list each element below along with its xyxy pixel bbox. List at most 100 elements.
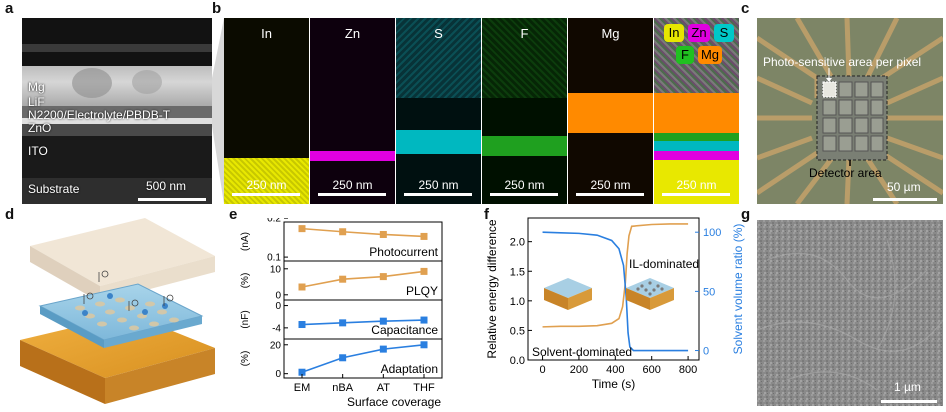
f-y-tick-label: 0.5 [510, 325, 525, 337]
badge-zn: Zn [688, 24, 710, 42]
f-y-tick-label: 2.0 [510, 237, 525, 249]
detector-area-label: Detector area [809, 166, 882, 180]
f-y-tick-label: 1.0 [510, 296, 525, 308]
f-y2-tick-label: 50 [703, 286, 715, 298]
edx-scalebar-in [232, 193, 300, 196]
optic-scale-label: 50 µm [887, 180, 921, 194]
f-series-line [542, 231, 689, 352]
edx-scalebar-mg [576, 193, 644, 196]
edx-map-overlay: In Zn S F Mg 250 nm [654, 18, 739, 204]
panel-letter-c: c [741, 0, 750, 17]
edx-scalebar-zn [318, 193, 386, 196]
e-data-point [420, 316, 428, 324]
edx-title-zn: Zn [344, 26, 361, 41]
layer-label-substrate: Substrate [28, 182, 80, 196]
e-unit-label: (%) [240, 273, 251, 289]
f-y-axis-label: Relative energy difference [485, 219, 499, 359]
f-x-tick-label: 600 [643, 364, 661, 376]
f-series-line [542, 223, 689, 328]
badge-f: F [676, 46, 694, 64]
edx-map-in: In 250 nm [224, 18, 309, 204]
edx-scalebar-s [404, 193, 472, 196]
edx-title-s: S [434, 26, 443, 41]
e-data-point [298, 283, 306, 291]
e-data-point [379, 345, 387, 353]
panel-letter-g: g [741, 206, 751, 223]
photo-sensitive-label: Photo-sensitive area per pixel [763, 55, 922, 69]
e-data-point [298, 225, 306, 233]
tem-scale-label: 500 nm [146, 179, 187, 193]
edx-scale-overlay: 250 nm [676, 178, 717, 192]
edx-title-mg: Mg [601, 26, 620, 41]
tem-scale-bar [138, 198, 206, 201]
edx-title-f: F [520, 26, 529, 41]
sem-scale-label: 1 µm [894, 380, 921, 394]
e-subplot-frame [283, 338, 443, 379]
edx-title-in: In [261, 26, 272, 41]
f-x-tick-label: 0 [539, 364, 545, 376]
e-data-point [379, 317, 387, 325]
f-plot-frame [527, 217, 700, 361]
f-x-tick-label: 400 [606, 364, 624, 376]
badge-mg: Mg [698, 46, 722, 64]
e-y-tick-label: 0 [275, 301, 281, 312]
e-y-tick-label: 0 [275, 369, 281, 380]
panel-letter-b: b [212, 0, 222, 17]
e-y-tick-label: 0.2 [267, 218, 281, 225]
e-x-tick-label: EM [294, 382, 311, 394]
layer-label-active: N2200/Electrolyte/PBDB-T [28, 108, 171, 122]
e-x-tick-label: THF [413, 382, 435, 394]
edx-map-s: S 250 nm [396, 18, 481, 204]
edx-scale-f: 250 nm [504, 178, 545, 192]
e-x-tick-label: nBA [332, 382, 353, 394]
f-annotation-il: IL-dominated [629, 257, 699, 271]
e-data-point [339, 319, 347, 327]
panel-letter-d: d [5, 206, 15, 223]
edx-scale-zn: 250 nm [332, 178, 373, 192]
f-y-tick-label: 1.5 [510, 266, 525, 278]
e-unit-label: (%) [240, 351, 251, 367]
layer-label-zno: ZnO [28, 121, 52, 135]
e-series-line [301, 227, 425, 238]
f-y-tick-label: 0.0 [510, 355, 525, 367]
e-subplot-name: PLQY [406, 284, 438, 298]
f-annotation-solvent: Solvent-dominated [532, 345, 632, 359]
e-data-point [339, 228, 347, 236]
f-y2-tick-label: 100 [703, 227, 721, 239]
e-data-point [298, 321, 306, 329]
e-data-point [420, 267, 428, 275]
f-y2-axis-label: Solvent volume ratio (%) [731, 224, 745, 355]
e-y-tick-label: 0.1 [267, 253, 281, 264]
e-x-tick-label: AT [377, 382, 391, 394]
e-data-point [420, 341, 428, 349]
energy-solvent-chart: 0 200 400 600 800 0.0 0.5 1.0 1.5 2.0 0 50 100 Time (… [485, 217, 745, 391]
edx-scale-mg: 250 nm [590, 178, 631, 192]
e-data-point [379, 273, 387, 281]
inset-solvent-film [544, 278, 592, 310]
optical-micrograph: Photo-sensitive area per pixel Detector … [757, 18, 943, 204]
edx-scale-in: 250 nm [246, 178, 287, 192]
f-x-tick-label: 800 [679, 364, 697, 376]
e-series-line [301, 343, 425, 373]
e-data-point [420, 232, 428, 240]
e-subplot-name: Capacitance [371, 323, 438, 337]
e-series-line [301, 270, 425, 288]
e-y-tick-label: -4 [272, 323, 281, 334]
panel-letter-a: a [5, 0, 14, 17]
e-x-axis-label: Surface coverage [347, 395, 441, 409]
e-series-line [301, 319, 425, 326]
f-x-tick-label: 200 [570, 364, 588, 376]
sem-surface-image: 1 µm [757, 220, 943, 406]
e-y-tick-label: 20 [270, 340, 282, 351]
panel-letter-f: f [484, 206, 489, 223]
e-subplot-name: Photocurrent [369, 245, 438, 259]
edx-map-f: F 250 nm [482, 18, 567, 204]
edx-scalebar-overlay [662, 193, 730, 196]
surface-coverage-chart: 0.2 0.1 (nA) Photocurrent 10 0 (%) PLQY 0 -4 (nF) C… [240, 218, 443, 409]
e-data-point [298, 368, 306, 376]
e-data-point [379, 230, 387, 238]
e-data-point [339, 275, 347, 283]
zoom-wedge [212, 18, 224, 204]
inset-il-film [626, 278, 674, 310]
edx-scalebar-f [490, 193, 558, 196]
